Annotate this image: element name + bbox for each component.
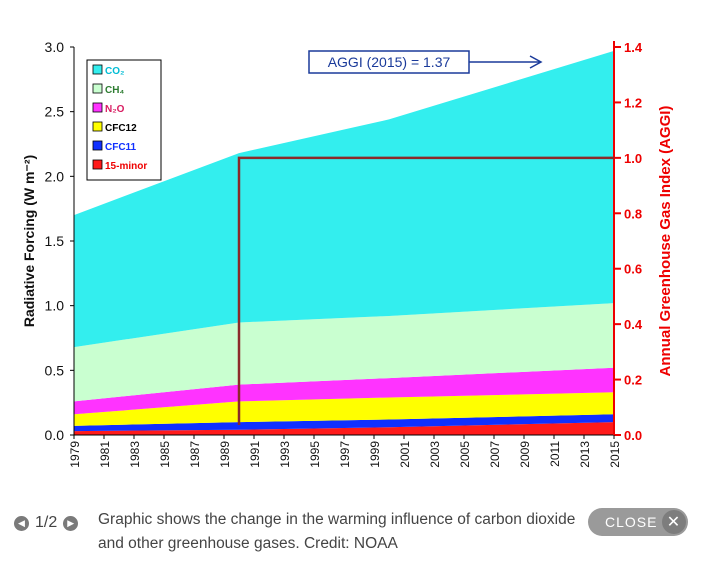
y2-tick-label: 1.4	[624, 40, 643, 55]
x-tick-label: 2005	[458, 441, 472, 468]
area-n-o	[74, 367, 614, 415]
x-tick-label: 1997	[338, 441, 352, 468]
x-tick-label: 1989	[218, 441, 232, 468]
x-tick-label: 1979	[68, 441, 82, 468]
y2-tick-label: 1.0	[624, 151, 642, 166]
x-tick-label: 2009	[518, 441, 532, 468]
y2-axis-title: Annual Greenhouse Gas Index (AGGI)	[657, 106, 674, 377]
aggi-reference-line	[237, 156, 614, 425]
aggi-chart: 0.0 0.5 1.0 1.5 2.0 2.5 3.0 Radiative Forcing (…	[21, 39, 674, 468]
legend-label: CH₄	[105, 85, 124, 96]
area-ch-	[74, 303, 614, 402]
x-tick-label: 2015	[608, 441, 622, 468]
y-tick-label: 0.0	[45, 427, 65, 443]
x-tick-label: 1983	[128, 441, 142, 468]
x-tick-label: 1981	[98, 441, 112, 468]
x-tick-label: 2001	[398, 441, 412, 468]
slide-counter: 1/2	[35, 514, 58, 531]
y-tick-label: 1.5	[45, 233, 65, 249]
x-tick-label: 1993	[278, 441, 292, 468]
y2-tick-label: 1.2	[624, 95, 642, 110]
y-tick-label: 3.0	[45, 39, 65, 55]
image-caption: Graphic shows the change in the warming …	[98, 511, 576, 552]
slide-nav: ◀ 1/2 ▶	[14, 514, 79, 532]
legend-swatch	[92, 102, 103, 113]
annotation-arrowhead	[529, 55, 543, 69]
legend-swatch	[92, 64, 103, 75]
y-tick-label: 2.0	[45, 168, 65, 184]
legend-label: CFC12	[105, 123, 137, 134]
legend-label: CFC11	[105, 142, 137, 153]
close-icon: ✕	[662, 510, 686, 534]
previous-arrow-icon[interactable]: ◀	[14, 515, 29, 531]
area-15-minor	[74, 422, 614, 435]
x-tick-label: 2007	[488, 441, 502, 468]
y2-tick-label: 0.8	[624, 206, 642, 221]
x-tick-label: 1991	[248, 441, 262, 468]
x-tick-label: 2013	[578, 441, 592, 468]
area-cfc11	[74, 414, 614, 432]
next-arrow-icon[interactable]: ▶	[63, 515, 79, 531]
annotation-text: AGGI (2015) = 1.37	[328, 54, 451, 70]
y2-tick-label: 0.6	[624, 262, 642, 277]
x-tick-label: 1995	[308, 441, 322, 468]
y2-tick-label: 0.2	[624, 373, 642, 388]
x-tick-label: 2003	[428, 441, 442, 468]
x-tick-label: 1985	[158, 441, 172, 468]
y-tick-label: 0.5	[45, 362, 65, 378]
legend-swatch	[92, 83, 103, 94]
x-tick-label: 1999	[368, 441, 382, 468]
y2-tick-label: 0.0	[624, 428, 642, 443]
x-tick-label: 2011	[548, 441, 562, 467]
close-label: CLOSE	[605, 514, 658, 530]
legend-label: 15-minor	[105, 161, 147, 172]
close-button[interactable]: CLOSE ✕	[588, 508, 688, 536]
legend-label: CO₂	[105, 66, 124, 77]
y-tick-label: 1.0	[45, 298, 65, 314]
area-co-	[74, 50, 614, 348]
area-cfc12	[74, 392, 614, 426]
legend-label: N₂O	[105, 104, 125, 115]
legend-swatch	[92, 140, 103, 151]
y-axis-title: Radiative Forcing (W m⁻²)	[21, 155, 37, 327]
y2-tick-label: 0.4	[624, 317, 643, 332]
caption-bar: ◀ 1/2 ▶ Graphic shows the change in the …	[0, 500, 706, 580]
y-tick-label: 2.5	[45, 104, 65, 120]
x-tick-label: 1987	[188, 441, 202, 468]
legend-swatch	[92, 121, 103, 132]
legend-swatch	[92, 159, 103, 170]
